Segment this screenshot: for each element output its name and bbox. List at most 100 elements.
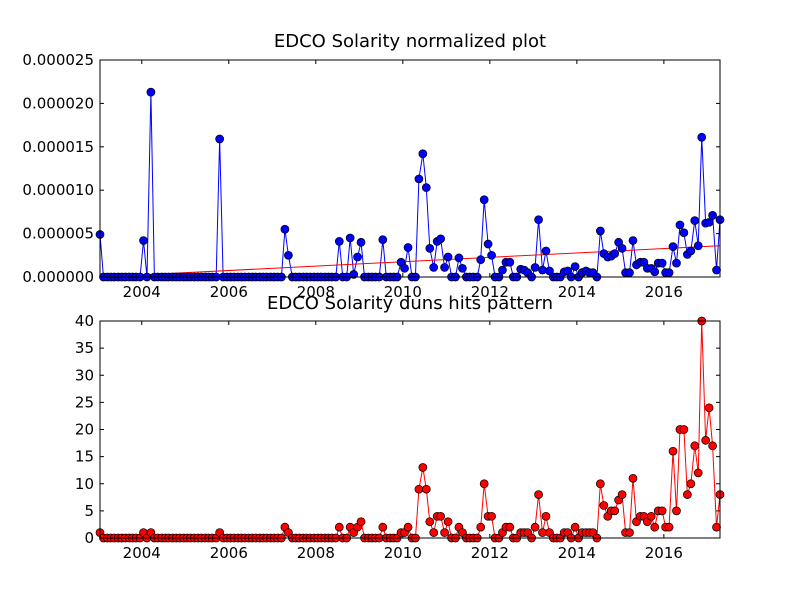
data-point: [675, 220, 685, 230]
data-point: [356, 237, 366, 247]
data-point: [146, 87, 156, 97]
data-point: [334, 237, 344, 246]
x-tick-label: 2010: [384, 544, 422, 562]
data-point: [650, 522, 660, 532]
data-point: [414, 174, 424, 184]
y-tick-label: 0.000015: [22, 138, 94, 156]
chart-title: EDCO Solarity normalized plot: [274, 31, 546, 52]
y-tick-label: 10: [75, 475, 94, 493]
data-point: [657, 506, 667, 516]
data-point: [541, 246, 551, 256]
data-point: [378, 522, 388, 532]
data-point: [708, 211, 717, 220]
data-point: [215, 134, 224, 144]
x-tick-label: 2014: [558, 544, 596, 562]
data-point: [712, 265, 721, 275]
data-point: [458, 263, 467, 273]
data-point: [534, 490, 543, 499]
y-tick-label: 0.000005: [22, 225, 94, 243]
data-point: [403, 522, 413, 532]
data-point: [403, 243, 413, 252]
subplot: EDCO Solarity normalized plot 0.000000 0.0…: [22, 31, 725, 301]
y-tick-label: 25: [75, 393, 94, 411]
y-tick-label: 0.000025: [22, 51, 94, 69]
data-point: [570, 522, 580, 532]
data-point: [530, 263, 540, 272]
data-point: [625, 268, 634, 278]
y-tick-label: 0.000010: [22, 181, 94, 199]
data-point: [712, 522, 721, 532]
data-point: [440, 263, 449, 272]
data-point: [693, 241, 703, 251]
data-point: [686, 246, 696, 256]
y-tick-label: 0.000020: [22, 94, 94, 112]
data-point: [570, 262, 580, 271]
data-point: [429, 528, 439, 537]
y-tick-label: 15: [75, 448, 94, 466]
data-point: [349, 270, 359, 279]
data-point: [704, 217, 714, 227]
data-point: [530, 522, 540, 532]
data-point: [476, 522, 486, 532]
data-point: [476, 255, 486, 264]
data-point: [425, 517, 435, 527]
x-tick-label: 2008: [297, 544, 335, 562]
data-point: [541, 511, 551, 521]
data-point: [657, 258, 667, 268]
data-point: [708, 441, 717, 451]
y-tick-label: 20: [75, 421, 94, 439]
data-point: [610, 249, 620, 258]
data-point: [596, 479, 605, 489]
data-point: [679, 228, 689, 238]
data-point: [487, 511, 496, 521]
y-tick-label: 40: [75, 312, 94, 330]
data-point: [498, 265, 507, 275]
data-point: [693, 468, 703, 478]
data-point: [443, 517, 453, 527]
data-point: [664, 522, 674, 532]
data-point: [628, 236, 638, 245]
y-tick-label: 35: [75, 339, 94, 357]
data-point: [596, 226, 605, 236]
data-point: [617, 490, 627, 499]
x-tick-label: 2016: [645, 283, 683, 301]
data-point: [483, 239, 493, 249]
data-point: [353, 252, 362, 262]
data-point: [400, 263, 409, 273]
data-point: [418, 149, 428, 159]
x-tick-label: 2012: [471, 283, 509, 301]
data-point: [139, 236, 148, 245]
data-point: [436, 234, 446, 244]
x-tick-label: 2004: [123, 283, 161, 301]
series-line: [99, 320, 721, 540]
x-tick-label: 2004: [123, 544, 161, 562]
x-tick-label: 2008: [297, 283, 335, 301]
data-point: [487, 250, 496, 260]
data-point: [479, 195, 489, 205]
data-point: [429, 263, 439, 272]
x-tick-label: 2006: [210, 544, 248, 562]
subplot: EDCO Solarity duns hits pattern 0 5 10 15 20 2…: [75, 293, 725, 562]
data-point: [617, 244, 627, 253]
data-point: [284, 250, 293, 260]
x-tick-label: 2014: [558, 283, 596, 301]
data-point: [479, 479, 489, 489]
data-point: [701, 436, 710, 445]
data-point: [668, 242, 678, 251]
data-point: [414, 484, 424, 494]
y-tick-label: 0: [84, 529, 94, 547]
data-point: [436, 511, 446, 521]
x-tick-label: 2006: [210, 283, 248, 301]
x-tick-label: 2016: [645, 544, 683, 562]
data-point: [454, 253, 464, 263]
data-point: [690, 216, 700, 225]
data-point: [697, 132, 707, 142]
data-point: [421, 484, 431, 494]
data-point: [425, 244, 435, 253]
x-tick-label: 2012: [471, 544, 509, 562]
data-point: [650, 267, 660, 277]
data-point: [679, 425, 689, 434]
data-point: [599, 501, 609, 510]
data-point: [545, 266, 554, 276]
